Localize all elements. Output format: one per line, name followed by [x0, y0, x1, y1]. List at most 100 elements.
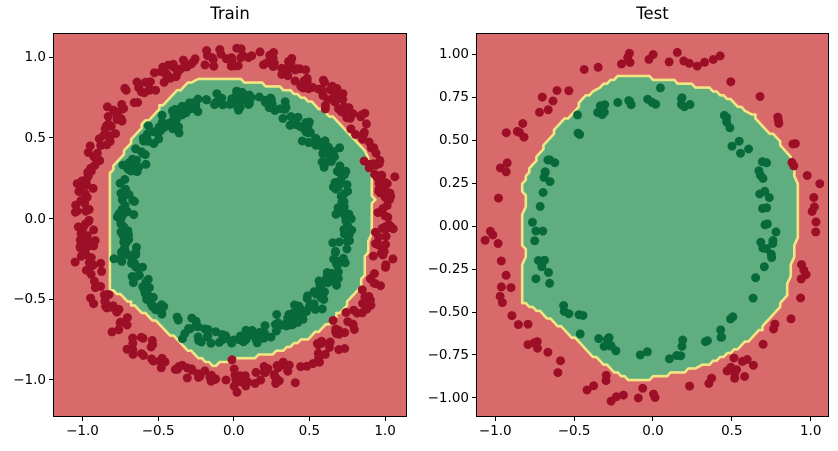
scatter-point — [331, 324, 341, 334]
scatter-point — [214, 337, 224, 347]
scatter-point — [314, 84, 324, 94]
scatter-point — [290, 76, 300, 86]
scatter-point — [649, 389, 659, 399]
scatter-point — [334, 345, 344, 355]
scatter-point — [638, 383, 648, 393]
scatter-point — [337, 197, 347, 207]
scatter-series-class0-outer — [70, 43, 400, 397]
scatter-point — [121, 247, 131, 257]
scatter-point — [120, 224, 130, 234]
scatter-point — [540, 167, 550, 177]
scatter-point — [272, 310, 282, 319]
scatter-point — [679, 56, 689, 66]
scatter-point — [229, 364, 239, 374]
scatter-point — [642, 347, 652, 357]
scatter-point — [327, 81, 337, 91]
scatter-point — [83, 242, 93, 252]
scatter-point — [114, 325, 124, 335]
scatter-point — [225, 99, 235, 109]
scatter-point — [127, 272, 137, 281]
y-tick-mark — [48, 298, 53, 300]
scatter-point — [556, 356, 565, 366]
scatter-point — [493, 239, 503, 248]
scatter-point — [141, 277, 151, 287]
scatter-point — [290, 65, 300, 75]
scatter-point — [102, 121, 112, 131]
scatter-point — [297, 136, 307, 146]
scatter-point — [269, 370, 279, 380]
scatter-point — [119, 187, 129, 197]
scatter-point — [342, 237, 352, 246]
scatter-point — [122, 160, 132, 170]
scatter-point — [97, 266, 107, 276]
scatter-point — [339, 225, 349, 234]
y-tick-label: −1.00 — [427, 389, 469, 406]
scatter-point — [131, 263, 141, 272]
x-tick-mark — [308, 417, 310, 421]
scatter-point — [771, 227, 781, 237]
scatter-point — [507, 311, 517, 321]
scatter-series-class1-inner — [109, 86, 357, 348]
scatter-point — [317, 304, 327, 314]
scatter-point — [317, 293, 327, 303]
scatter-point — [573, 110, 582, 120]
scatter-point — [282, 318, 292, 327]
scatter-point — [377, 223, 387, 233]
scatter-point — [260, 321, 270, 331]
scatter-point — [263, 364, 273, 374]
scatter-point — [748, 360, 758, 370]
scatter-point — [293, 112, 303, 122]
scatter-point — [269, 58, 279, 68]
scatter-point — [537, 92, 547, 102]
scatter-point — [811, 217, 821, 227]
scatter-point — [106, 131, 115, 141]
scatter-point — [582, 385, 592, 395]
scatter-point — [286, 112, 296, 122]
scatter-point — [685, 381, 695, 391]
scatter-point — [751, 273, 761, 283]
scatter-point — [215, 45, 225, 54]
scatter-point — [325, 338, 335, 348]
x-tick-label: −0.5 — [557, 423, 591, 439]
scatter-point — [801, 270, 811, 280]
scatter-point — [227, 355, 237, 365]
scatter-point — [597, 110, 607, 120]
scatter-point — [148, 340, 158, 350]
scatter-point — [734, 136, 744, 146]
scatter-point — [157, 117, 167, 127]
scatter-point — [273, 318, 283, 328]
subplot-test-axes: −1.0 −0.5 0.0 0.5 1.0 1.00 0.75 0.50 0.25 0.00 −0.… — [428, 33, 829, 439]
scatter-point — [187, 58, 197, 68]
scatter-point — [809, 193, 819, 202]
scatter-point — [84, 204, 94, 214]
scatter-point — [383, 212, 393, 222]
plot-canvas — [476, 33, 829, 417]
scatter-point — [717, 332, 727, 342]
scatter-point — [523, 319, 533, 329]
scatter-point — [211, 327, 221, 337]
scatter-point — [108, 105, 118, 115]
scatter-point — [134, 270, 144, 280]
scatter-point — [156, 363, 166, 373]
scatter-point — [140, 150, 150, 160]
scatter-point — [296, 81, 306, 91]
scatter-point — [359, 156, 369, 166]
scatter-point — [374, 232, 384, 242]
scatter-point — [88, 260, 98, 270]
scatter-point — [239, 376, 248, 386]
scatter-point — [523, 340, 533, 350]
scatter-point — [86, 253, 96, 263]
scatter-point — [535, 201, 545, 211]
scatter-point — [143, 121, 153, 131]
scatter-point — [196, 337, 206, 347]
scatter-point — [564, 86, 574, 96]
scatter-point — [532, 337, 542, 347]
scatter-point — [251, 367, 261, 377]
x-tick-mark — [494, 417, 496, 421]
scatter-point — [75, 241, 85, 251]
subplot-train-axes: −1.0 −0.5 0.0 0.5 1.0 1.0 0.5 0.0 −0.5 −1.0 — [13, 33, 407, 439]
scatter-point — [278, 113, 288, 123]
scatter-point — [218, 100, 228, 110]
y-tick-label: 0.00 — [438, 218, 469, 235]
scatter-point — [342, 180, 352, 190]
